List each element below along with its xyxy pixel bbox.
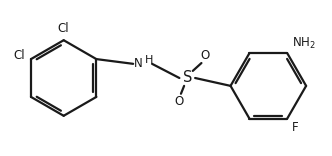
- Text: Cl: Cl: [58, 22, 69, 35]
- Text: Cl: Cl: [14, 49, 26, 62]
- Text: NH$_2$: NH$_2$: [292, 36, 316, 51]
- Text: N: N: [133, 57, 142, 70]
- Text: O: O: [200, 49, 209, 62]
- Text: O: O: [175, 95, 184, 108]
- Text: H: H: [145, 55, 153, 65]
- Text: F: F: [292, 121, 298, 134]
- Text: S: S: [183, 71, 192, 85]
